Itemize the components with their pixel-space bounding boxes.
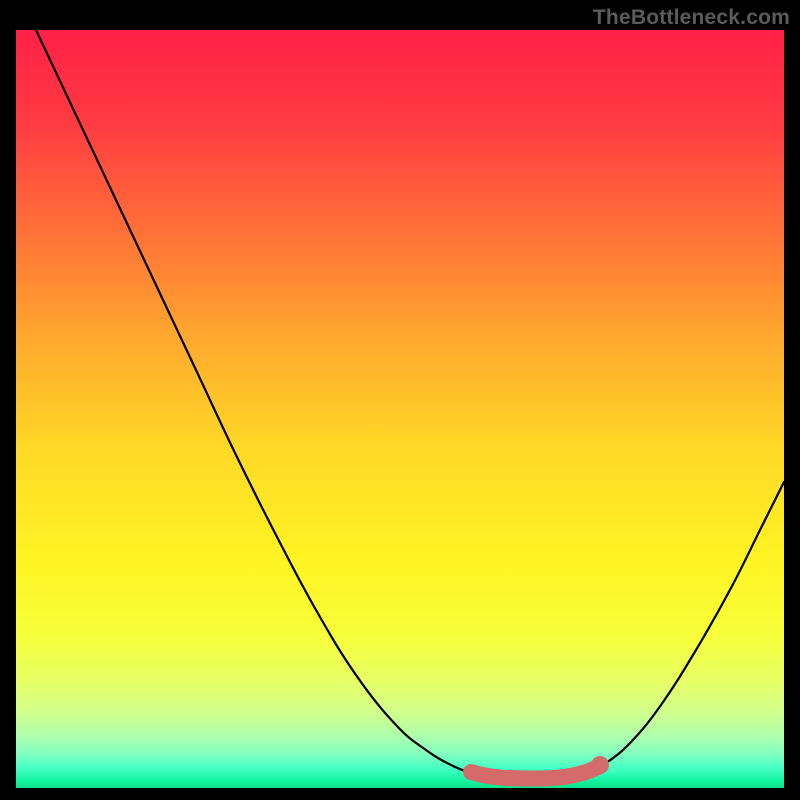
- bottleneck-chart: [16, 30, 784, 788]
- watermark-text: TheBottleneck.com: [593, 6, 790, 30]
- gradient-background: [16, 30, 784, 788]
